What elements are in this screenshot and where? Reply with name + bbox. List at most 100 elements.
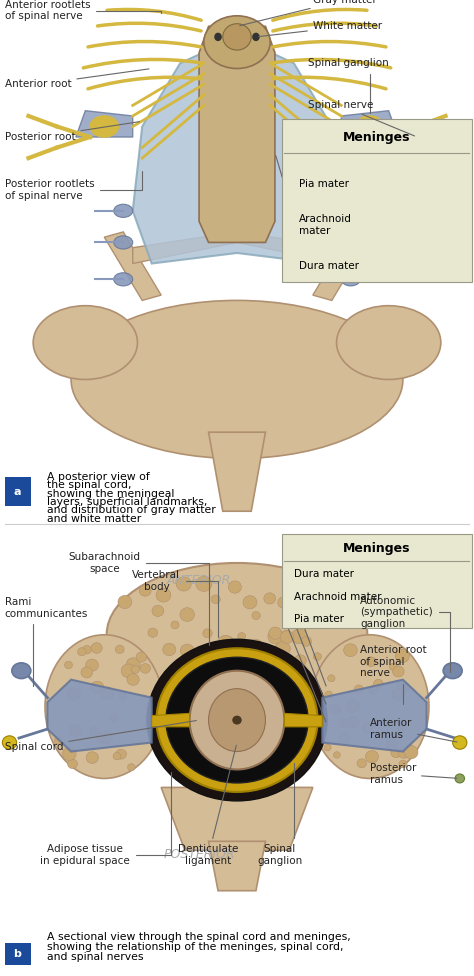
FancyBboxPatch shape bbox=[282, 119, 472, 282]
Circle shape bbox=[91, 643, 102, 653]
Circle shape bbox=[64, 662, 73, 669]
Text: A posterior view of: A posterior view of bbox=[47, 471, 150, 482]
Circle shape bbox=[136, 652, 146, 662]
Text: Autonomic
(sympathetic)
ganglion: Autonomic (sympathetic) ganglion bbox=[360, 595, 450, 672]
Circle shape bbox=[139, 585, 151, 596]
FancyBboxPatch shape bbox=[5, 477, 31, 506]
Polygon shape bbox=[313, 232, 370, 301]
Circle shape bbox=[264, 592, 275, 604]
Text: Anterior
ramus: Anterior ramus bbox=[370, 718, 457, 742]
Text: showing the meningeal: showing the meningeal bbox=[47, 489, 175, 499]
Circle shape bbox=[169, 670, 182, 682]
Circle shape bbox=[214, 32, 222, 41]
Circle shape bbox=[313, 653, 321, 661]
Circle shape bbox=[252, 612, 260, 620]
Text: Spinal nerve: Spinal nerve bbox=[308, 101, 415, 136]
Text: Arachnoid mater: Arachnoid mater bbox=[294, 591, 382, 601]
Circle shape bbox=[211, 595, 220, 603]
Circle shape bbox=[180, 644, 194, 657]
Text: Spinal ganglion: Spinal ganglion bbox=[308, 59, 389, 113]
Circle shape bbox=[389, 664, 397, 671]
Text: POSTERIOR: POSTERIOR bbox=[163, 848, 235, 861]
Polygon shape bbox=[199, 26, 275, 242]
Circle shape bbox=[396, 681, 409, 694]
Text: Gray matter: Gray matter bbox=[240, 0, 376, 25]
Ellipse shape bbox=[341, 236, 360, 249]
Circle shape bbox=[374, 679, 383, 688]
Ellipse shape bbox=[147, 639, 327, 801]
Text: Vertebral
body: Vertebral body bbox=[132, 570, 218, 636]
Polygon shape bbox=[341, 110, 398, 137]
Circle shape bbox=[232, 715, 242, 724]
Circle shape bbox=[118, 595, 132, 609]
Circle shape bbox=[115, 645, 124, 654]
Text: ANTERIOR: ANTERIOR bbox=[167, 575, 231, 588]
Polygon shape bbox=[209, 841, 265, 891]
Circle shape bbox=[397, 727, 404, 734]
FancyBboxPatch shape bbox=[5, 943, 31, 964]
Circle shape bbox=[86, 659, 99, 671]
Ellipse shape bbox=[12, 663, 31, 678]
Circle shape bbox=[340, 718, 349, 728]
Ellipse shape bbox=[341, 204, 360, 218]
Circle shape bbox=[246, 646, 255, 653]
Text: Dura mater: Dura mater bbox=[299, 261, 359, 270]
Circle shape bbox=[67, 759, 77, 768]
Text: a: a bbox=[14, 487, 21, 497]
Circle shape bbox=[82, 645, 91, 654]
Polygon shape bbox=[161, 788, 313, 850]
Text: Rami
communicantes: Rami communicantes bbox=[5, 597, 88, 686]
Circle shape bbox=[249, 655, 265, 671]
Text: Anterior root: Anterior root bbox=[5, 69, 149, 90]
Text: showing the relationship of the meninges, spinal cord,: showing the relationship of the meninges… bbox=[47, 942, 344, 952]
Circle shape bbox=[128, 763, 135, 771]
Circle shape bbox=[357, 758, 366, 768]
Circle shape bbox=[334, 752, 340, 758]
Ellipse shape bbox=[33, 305, 137, 380]
Circle shape bbox=[404, 746, 418, 758]
Polygon shape bbox=[209, 432, 265, 511]
Circle shape bbox=[291, 611, 304, 623]
Polygon shape bbox=[152, 713, 190, 727]
Circle shape bbox=[292, 629, 307, 644]
Circle shape bbox=[121, 664, 136, 677]
Circle shape bbox=[365, 751, 378, 763]
Circle shape bbox=[307, 587, 316, 595]
Circle shape bbox=[281, 630, 292, 640]
Circle shape bbox=[180, 608, 194, 622]
Circle shape bbox=[269, 627, 282, 639]
Circle shape bbox=[391, 748, 401, 757]
Text: b: b bbox=[14, 949, 21, 959]
Polygon shape bbox=[104, 232, 161, 301]
Circle shape bbox=[399, 760, 407, 768]
Circle shape bbox=[96, 734, 104, 743]
Circle shape bbox=[203, 643, 217, 656]
Circle shape bbox=[212, 670, 224, 681]
Circle shape bbox=[156, 589, 171, 602]
Circle shape bbox=[194, 662, 202, 670]
Circle shape bbox=[405, 745, 414, 752]
Circle shape bbox=[395, 649, 410, 663]
Circle shape bbox=[67, 688, 81, 701]
Circle shape bbox=[100, 687, 114, 700]
Ellipse shape bbox=[107, 563, 367, 707]
Circle shape bbox=[273, 663, 290, 678]
Text: layers, superficial landmarks,: layers, superficial landmarks, bbox=[47, 497, 208, 507]
Text: Subarachnoid
space: Subarachnoid space bbox=[68, 552, 209, 645]
Circle shape bbox=[90, 727, 100, 737]
Circle shape bbox=[171, 621, 179, 629]
Ellipse shape bbox=[45, 634, 164, 779]
Ellipse shape bbox=[223, 23, 251, 50]
Circle shape bbox=[78, 648, 86, 656]
Ellipse shape bbox=[71, 301, 403, 459]
Circle shape bbox=[324, 744, 331, 751]
Ellipse shape bbox=[114, 236, 133, 249]
Circle shape bbox=[152, 605, 164, 617]
Text: Pia mater: Pia mater bbox=[294, 614, 344, 624]
Polygon shape bbox=[322, 679, 427, 752]
Text: Dura mater: Dura mater bbox=[294, 569, 354, 579]
Circle shape bbox=[238, 632, 246, 640]
Circle shape bbox=[278, 597, 290, 608]
Polygon shape bbox=[76, 110, 133, 137]
Circle shape bbox=[280, 630, 294, 643]
